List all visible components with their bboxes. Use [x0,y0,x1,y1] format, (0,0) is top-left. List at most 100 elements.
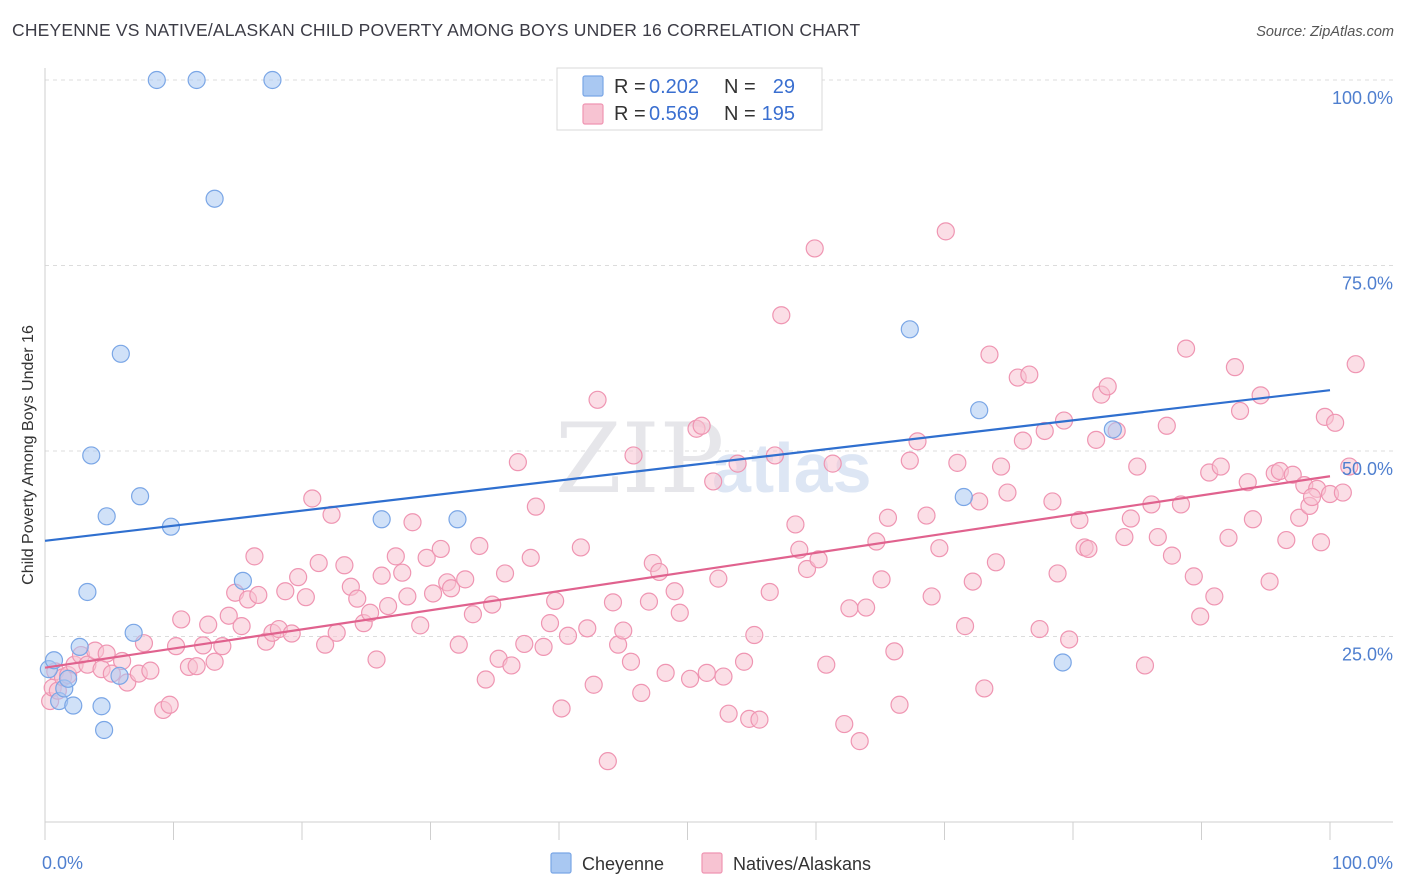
natives-alaskans-point [411,616,430,635]
natives-alaskans-point [817,655,836,674]
cheyenne-point [124,623,143,642]
natives-alaskans-point [1035,421,1054,441]
natives-alaskans-point [1260,572,1279,591]
cheyenne-point [95,720,114,740]
natives-alaskans-point [1121,509,1140,528]
natives-alaskans-point [1211,457,1230,476]
natives-alaskans-point [309,553,328,573]
chart-title: CHEYENNE VS NATIVE/ALASKAN CHILD POVERTY… [12,20,861,40]
natives-alaskans-point [632,683,651,702]
cheyenne-point [263,70,282,90]
natives-alaskans-point [558,626,578,645]
natives-alaskans-point [232,617,251,636]
y-tick-label: 50.0% [1342,459,1393,479]
natives-alaskans-point [423,584,443,603]
natives-alaskans-point [1326,413,1345,432]
natives-alaskans-point [245,547,264,566]
natives-alaskans-point [734,652,754,671]
natives-alaskans-point [1135,656,1155,675]
natives-alaskans-point [199,615,218,634]
legend-swatch-cheyenne [582,75,604,97]
natives-alaskans-point [1157,416,1176,435]
natives-alaskans-point [316,635,335,654]
series-natives-alaskans [41,222,1365,771]
bottom-legend: Cheyenne Natives/Alaskans [550,852,871,874]
natives-alaskans-point [998,483,1017,502]
tick-labels: 25.0% 50.0% 75.0% 100.0% 0.0% 100.0% [42,88,1393,873]
natives-alaskans-point [760,582,779,602]
cheyenne-point [59,669,78,688]
natives-alaskans-point [840,599,859,618]
natives-alaskans-point [1048,564,1067,583]
natives-alaskans-point [378,596,398,616]
cheyenne-point [130,487,150,506]
natives-alaskans-point [805,239,824,258]
cheyenne-point [187,70,206,90]
natives-alaskans-point [296,588,315,607]
natives-alaskans-point [187,657,206,676]
natives-alaskans-point [1030,619,1049,639]
natives-alaskans-point [1184,567,1203,586]
natives-alaskans-point [1191,607,1210,626]
bottom-legend-label-natives: Natives/Alaskans [733,854,871,874]
natives-alaskans-point [1205,587,1224,606]
natives-alaskans-point [809,550,828,569]
natives-alaskans-point [205,652,224,671]
natives-alaskans-point [930,539,949,558]
natives-alaskans-point [680,669,700,688]
natives-alaskans-point [303,489,322,508]
natives-alaskans-point [456,570,475,589]
cheyenne-point [70,637,89,656]
trend-line-cheyenne [44,389,1331,542]
y-tick-label: 25.0% [1342,645,1393,665]
natives-alaskans-point [772,306,791,325]
legend-r-value: 0.202 [649,76,699,98]
natives-alaskans-point [823,454,842,473]
natives-alaskans-point [417,548,436,567]
natives-alaskans-point [1251,386,1270,405]
natives-alaskans-point [917,506,936,525]
natives-alaskans-point [656,663,675,682]
legend-swatch-natives [582,103,604,125]
natives-alaskans-point [670,603,689,622]
natives-alaskans-point [1333,483,1352,502]
cheyenne-point [110,666,129,685]
bottom-legend-label-cheyenne: Cheyenne [582,854,664,874]
natives-alaskans-point [483,595,502,614]
cheyenne-point [900,320,919,339]
natives-alaskans-point [502,656,521,675]
legend-n-label: N = [724,103,756,125]
legend-n-label: N = [724,76,756,98]
natives-alaskans-point [584,675,603,694]
natives-alaskans-point [361,603,380,622]
natives-alaskans-point [1098,377,1117,396]
natives-alaskans-point [1238,473,1257,492]
natives-alaskans-point [867,532,886,551]
legend-box: R = 0.202 N = 29 R = 0.569 N = 195 [556,67,823,131]
natives-alaskans-point [980,345,999,364]
natives-alaskans-point [1070,510,1089,530]
natives-alaskans-point [603,593,623,612]
bottom-legend-swatch-natives [701,852,723,874]
natives-alaskans-point [276,582,295,601]
natives-alaskans-point [578,619,597,638]
natives-alaskans-point [614,621,633,640]
natives-alaskans-point [621,652,641,671]
natives-alaskans-point [1219,528,1238,547]
cheyenne-point [448,510,467,529]
natives-alaskans-point [1128,457,1147,476]
cheyenne-point [64,696,83,715]
natives-alaskans-point [885,642,904,661]
cheyenne-point [954,487,973,507]
natives-alaskans-point [1020,365,1039,384]
natives-alaskans-point [249,585,268,605]
natives-alaskans-point [714,667,733,686]
natives-alaskans-point [639,592,659,611]
natives-alaskans-point [955,617,975,636]
natives-alaskans-point [1302,487,1322,507]
natives-alaskans-point [975,679,994,698]
natives-alaskans-point [495,564,515,583]
natives-alaskans-point [441,579,461,598]
natives-alaskans-point [219,606,238,625]
